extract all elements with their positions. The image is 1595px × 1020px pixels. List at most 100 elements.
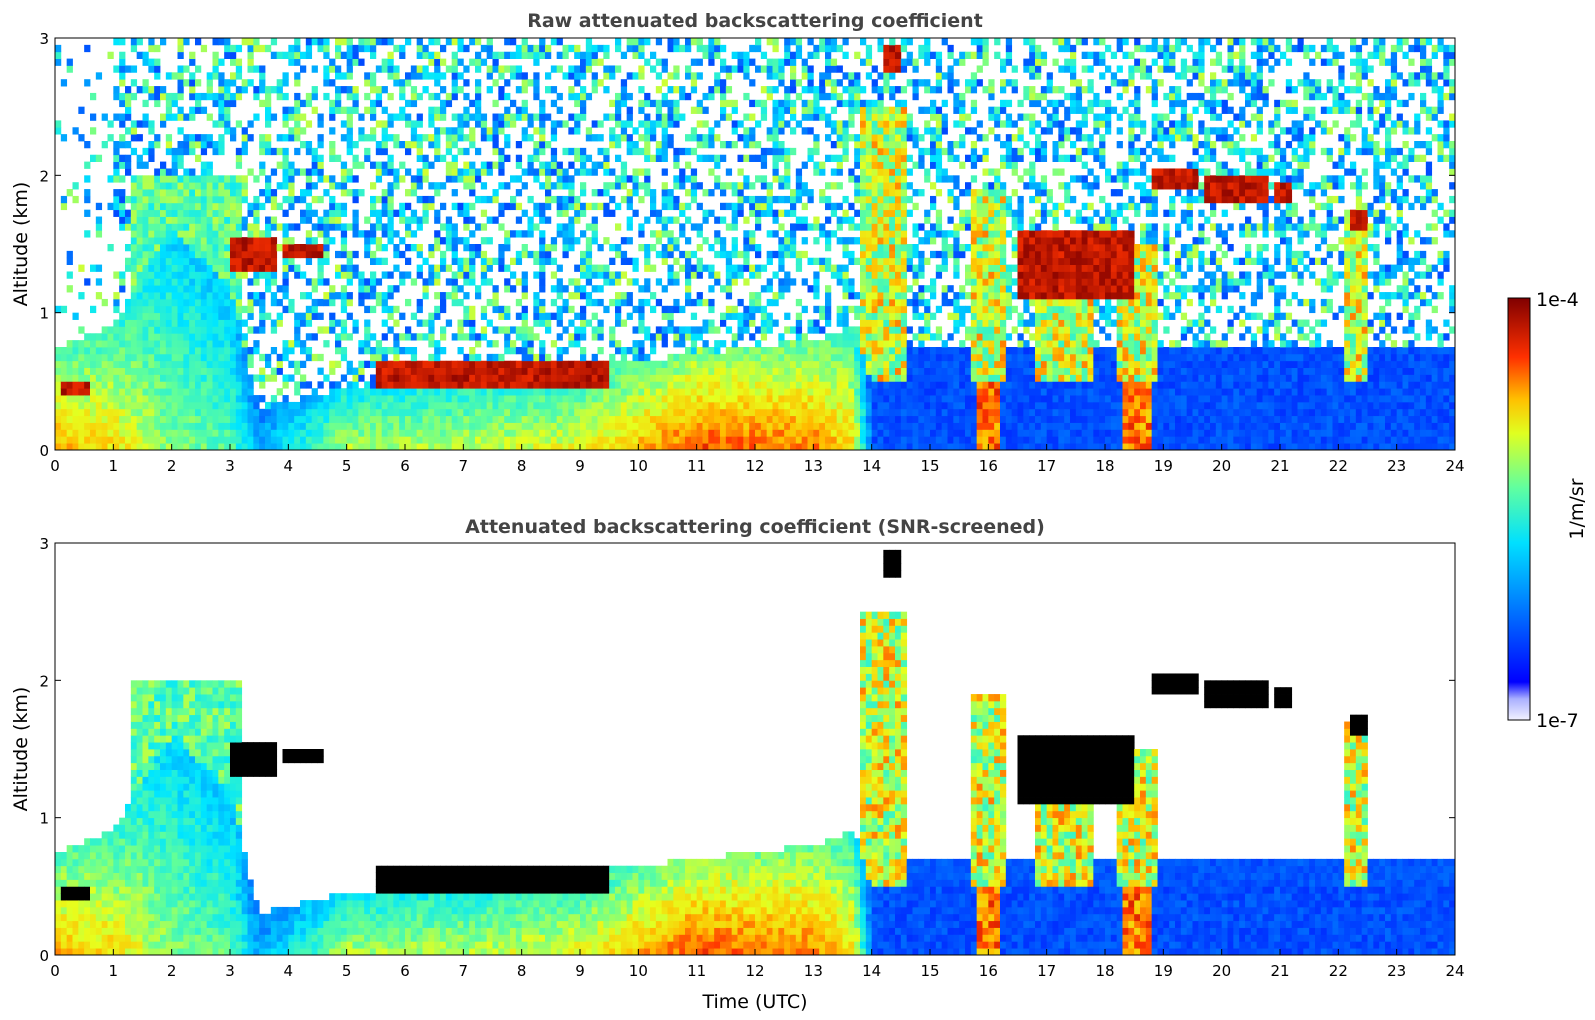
heatmap-cell <box>375 422 383 430</box>
heatmap-cell <box>591 436 598 444</box>
heatmap-cell <box>364 38 371 46</box>
heatmap-cell <box>136 120 143 128</box>
heatmap-cell <box>451 38 458 46</box>
heatmap-cell <box>136 347 143 355</box>
heatmap-cell <box>375 195 383 204</box>
heatmap-cell <box>200 168 208 176</box>
heatmap-cell <box>154 292 161 300</box>
heatmap-cell <box>212 209 219 217</box>
heatmap-cell <box>539 422 546 430</box>
heatmap-cell <box>510 202 517 211</box>
heatmap-cell <box>755 292 762 300</box>
heatmap-cell <box>189 264 196 272</box>
heatmap-cell <box>440 298 447 307</box>
heatmap-cell <box>591 223 598 231</box>
heatmap-cell <box>113 195 120 204</box>
heatmap-cell <box>632 340 639 348</box>
heatmap-cell <box>130 250 138 259</box>
heatmap-cell <box>387 202 394 211</box>
heatmap-cell <box>807 367 814 375</box>
heatmap-cell <box>340 422 348 430</box>
heatmap-cell <box>148 436 155 444</box>
heatmap-cell <box>329 237 336 245</box>
heatmap-cell <box>696 38 703 46</box>
heatmap-cell <box>230 333 237 341</box>
heatmap-cell <box>632 38 639 46</box>
heatmap-cell <box>650 264 657 272</box>
heatmap-cell <box>416 395 423 403</box>
heatmap-cell <box>60 429 68 437</box>
heatmap-cell <box>206 161 213 169</box>
heatmap-cell <box>177 388 184 396</box>
heatmap-cell <box>177 436 184 444</box>
heatmap-cell <box>142 86 149 94</box>
heatmap-cell <box>171 230 178 238</box>
heatmap-cell <box>189 436 196 444</box>
heatmap-cell <box>568 305 575 314</box>
heatmap-cell <box>200 319 208 327</box>
heatmap-cell <box>84 175 91 183</box>
heatmap-cell <box>428 422 435 430</box>
heatmap-cell <box>731 237 738 245</box>
heatmap-cell <box>218 347 225 355</box>
heatmap-cell <box>189 333 196 341</box>
heatmap-cell <box>580 443 587 450</box>
heatmap-cell <box>469 326 476 334</box>
heatmap-cell <box>515 415 523 423</box>
heatmap-cell <box>329 106 336 114</box>
heatmap-cell <box>486 436 493 444</box>
heatmap-cell <box>323 175 330 183</box>
heatmap-cell <box>200 415 208 423</box>
heatmap-cell <box>714 443 721 450</box>
heatmap-cell <box>364 285 371 293</box>
heatmap-cell <box>574 99 581 108</box>
heatmap-cell <box>142 443 149 450</box>
heatmap-cell <box>550 195 558 204</box>
heatmap-cell <box>259 44 266 53</box>
heatmap-cell <box>545 189 552 197</box>
heatmap-cell <box>154 216 161 224</box>
heatmap-cell <box>224 86 231 94</box>
heatmap-cell <box>148 333 155 341</box>
heatmap-cell <box>795 312 803 320</box>
heatmap-cell <box>270 202 278 211</box>
heatmap-cell <box>177 65 184 73</box>
heatmap-cell <box>259 436 266 444</box>
heatmap-cell <box>807 106 814 114</box>
heatmap-cell <box>55 120 62 128</box>
heatmap-cell <box>486 38 493 46</box>
heatmap-cell <box>615 65 622 73</box>
heatmap-cell <box>189 209 196 217</box>
heatmap-cell <box>387 120 394 128</box>
heatmap-cell <box>737 250 744 259</box>
heatmap-cell <box>620 360 628 368</box>
heatmap-cell <box>317 353 324 362</box>
heatmap-cell <box>370 134 377 142</box>
heatmap-cell <box>486 415 493 423</box>
heatmap-cell <box>358 113 365 121</box>
heatmap-cell <box>352 99 359 108</box>
heatmap-cell <box>626 141 633 149</box>
heatmap-cell <box>206 292 213 300</box>
heatmap-cell <box>708 86 715 94</box>
heatmap-cell <box>148 360 155 368</box>
heatmap-cell <box>434 147 441 156</box>
heatmap-cell <box>107 436 114 444</box>
heatmap-cell <box>136 237 143 245</box>
heatmap-cell <box>475 79 482 87</box>
heatmap-cell <box>580 182 587 190</box>
heatmap-cell <box>154 230 161 238</box>
heatmap-cell <box>282 237 289 245</box>
heatmap-cell <box>749 244 756 252</box>
heatmap-cell <box>504 141 511 149</box>
heatmap-cell <box>183 436 190 444</box>
heatmap-cell <box>60 388 68 396</box>
heatmap-cell <box>790 388 797 396</box>
heatmap-cell <box>673 305 680 314</box>
heatmap-cell <box>212 38 219 46</box>
heatmap-cell <box>206 271 213 279</box>
heatmap-cell <box>749 58 756 66</box>
heatmap-cell <box>661 99 668 108</box>
heatmap-cell <box>819 106 826 114</box>
heatmap-cell <box>125 141 132 149</box>
